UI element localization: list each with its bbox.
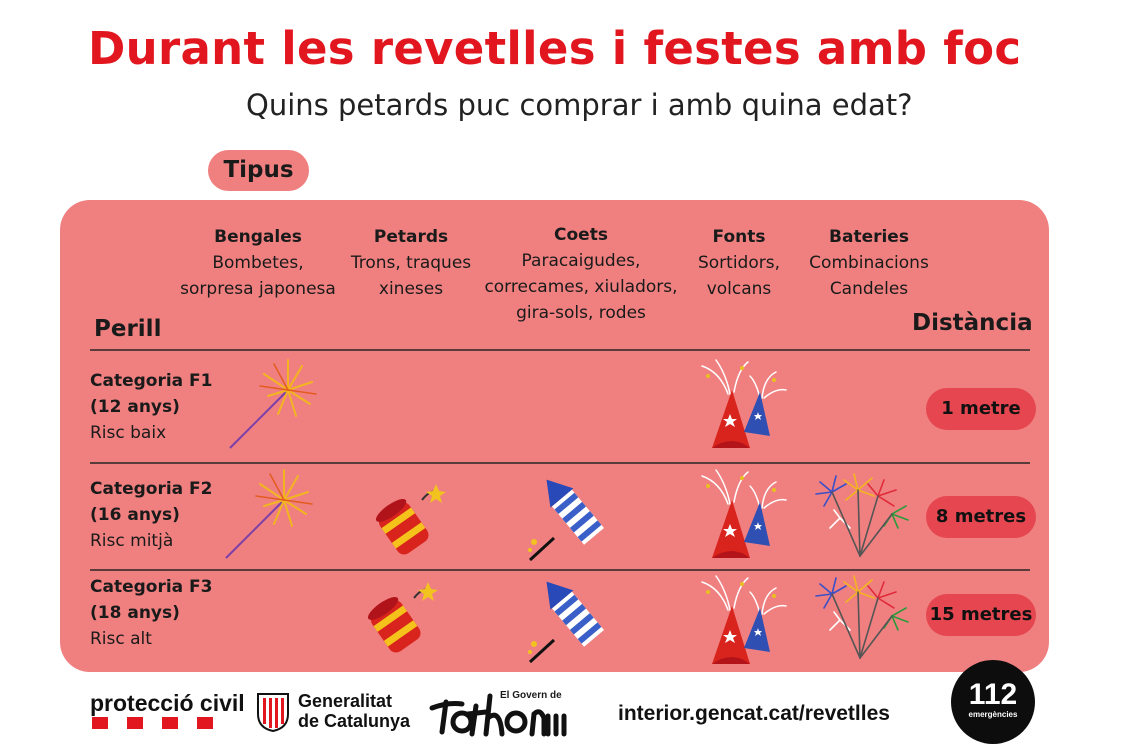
rocket-icon	[528, 479, 605, 562]
type-desc: Combinacions	[809, 253, 929, 273]
row-divider	[90, 462, 1030, 464]
category-risk: Risc alt	[90, 629, 152, 649]
page-subtitle: Quins petards puc comprar i amb quina ed…	[246, 88, 913, 122]
fountain-icon	[701, 469, 787, 558]
type-desc: gira-sols, rodes	[516, 303, 646, 323]
sparkler-icon	[229, 359, 317, 449]
type-desc: Paracaigudes,	[521, 251, 641, 271]
fireworks-battery-icon	[815, 575, 909, 659]
type-name: Coets	[554, 225, 608, 245]
generalitat-logo-text: Generalitat de Catalunya	[298, 691, 410, 731]
type-name: Petards	[373, 227, 449, 247]
category-risk: Risc mitjà	[90, 531, 174, 551]
distance-badge-f3: 15 metres	[926, 594, 1036, 636]
type-column-coets: Coets Paracaigudes, correcames, xiulador…	[478, 222, 684, 326]
generalitat-line-1: Generalitat	[298, 691, 393, 711]
distance-badge-f2: 8 metres	[926, 496, 1036, 538]
distance-badge-f1: 1 metre	[926, 388, 1036, 430]
rocket-icon	[528, 581, 605, 664]
type-desc: volcans	[706, 279, 772, 299]
fountain-icon	[701, 359, 787, 448]
type-desc: xineses	[378, 279, 444, 299]
generalitat-shield-icon	[257, 693, 289, 732]
sparkler-icon	[225, 469, 313, 559]
fountain-icon	[701, 575, 787, 664]
category-age: (18 anys)	[90, 603, 180, 623]
category-age: (16 anys)	[90, 505, 180, 525]
firecracker-icon	[375, 484, 446, 555]
website-link[interactable]: interior.gencat.cat/revetlles	[618, 702, 890, 725]
type-desc: Trons, traques	[350, 253, 472, 273]
tipus-label: Tipus	[208, 150, 309, 191]
firecracker-icon	[367, 582, 438, 653]
tothom-logo	[429, 693, 567, 737]
type-column-bateries: Bateries Combinacions Candeles	[800, 224, 938, 302]
type-desc: Bombetes,	[212, 253, 304, 273]
type-desc: Candeles	[829, 279, 909, 299]
generalitat-line-2: de Catalunya	[298, 711, 411, 731]
page-title: Durant les revetlles i festes amb foc	[88, 22, 1022, 75]
emergency-number: 112	[968, 678, 1018, 711]
category-f1: Categoria F1 (12 anys) Risc baix	[90, 368, 213, 446]
emergency-label: emergències	[968, 710, 1018, 719]
distance-header: Distància	[912, 310, 1033, 336]
type-column-fonts: Fonts Sortidors, volcans	[690, 224, 788, 302]
category-name: Categoria F1	[90, 371, 213, 391]
category-f2: Categoria F2 (16 anys) Risc mitjà	[90, 476, 213, 554]
proteccio-civil-squares	[92, 717, 213, 729]
row-divider	[90, 349, 1030, 351]
type-desc: correcames, xiuladors,	[484, 277, 678, 297]
category-name: Categoria F3	[90, 577, 213, 597]
type-name: Bateries	[829, 227, 909, 247]
type-desc: sorpresa japonesa	[180, 279, 336, 299]
type-column-petards: Petards Trons, traques xineses	[344, 224, 478, 302]
row-divider	[90, 569, 1030, 571]
emergency-112-badge: 112 emergències	[951, 660, 1035, 744]
type-desc: Sortidors,	[697, 253, 780, 273]
category-f3: Categoria F3 (18 anys) Risc alt	[90, 574, 213, 652]
type-name: Bengales	[214, 227, 302, 247]
category-age: (12 anys)	[90, 397, 180, 417]
type-name: Fonts	[712, 227, 766, 247]
proteccio-civil-logo: protecció civil	[90, 690, 245, 716]
type-column-bengales: Bengales Bombetes, sorpresa japonesa	[172, 224, 344, 302]
perill-header: Perill	[94, 316, 162, 342]
govern-label: El Govern de	[500, 690, 562, 701]
fireworks-battery-icon	[815, 473, 909, 557]
category-risk: Risc baix	[90, 423, 167, 443]
category-name: Categoria F2	[90, 479, 213, 499]
